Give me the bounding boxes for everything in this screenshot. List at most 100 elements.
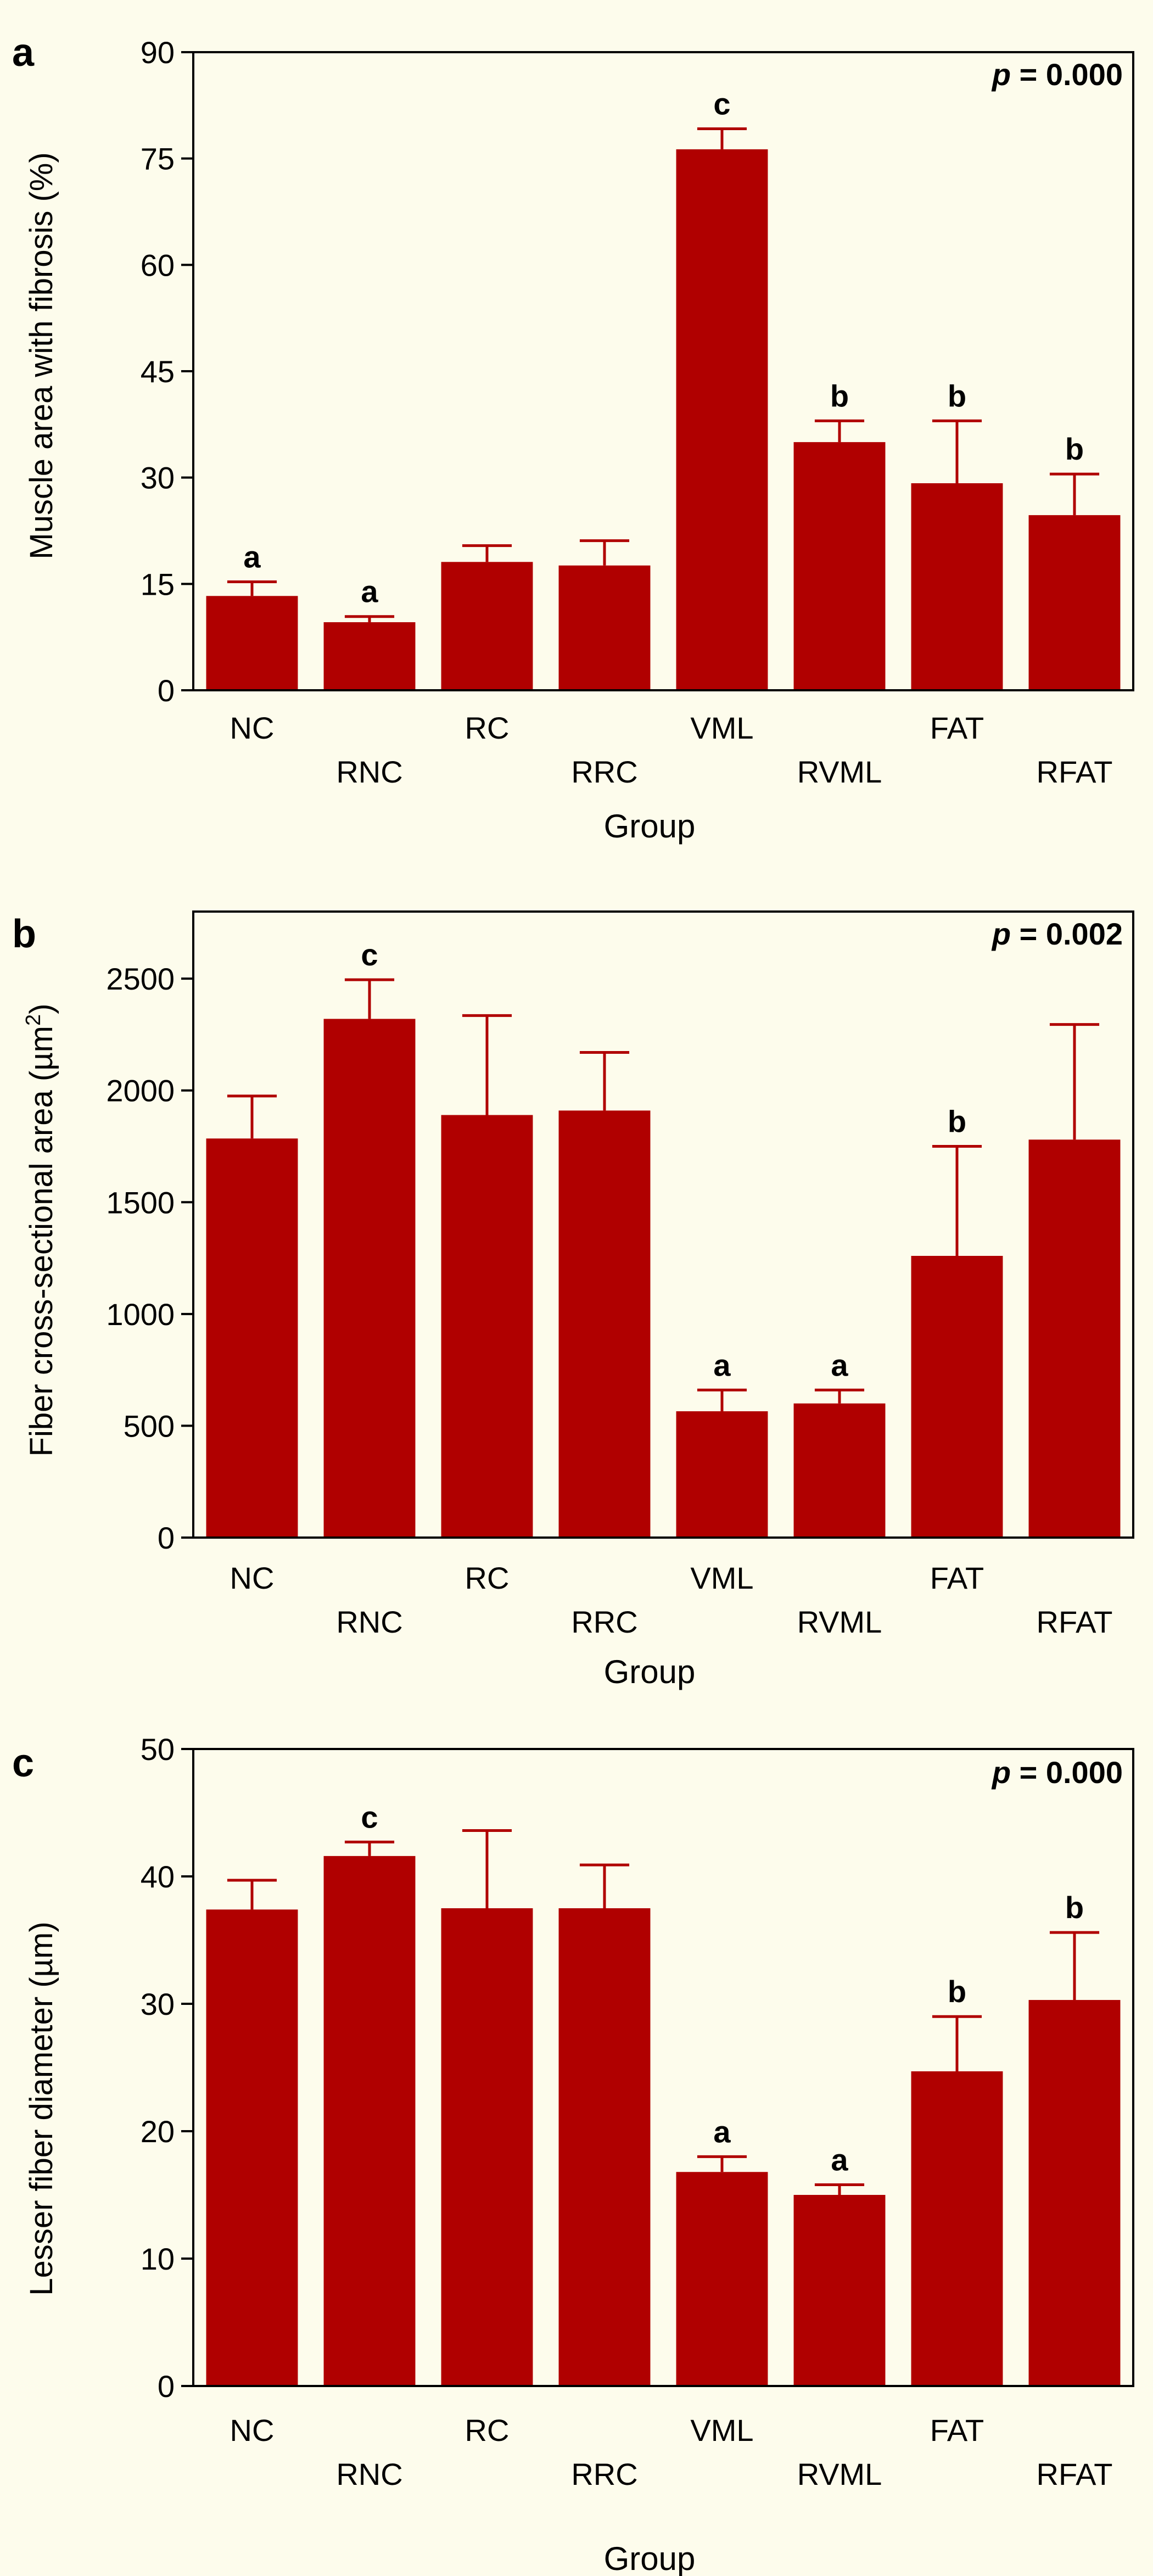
panel-b-x-axis-title: Group <box>604 1653 696 1690</box>
panel-a-significance-letter: b <box>948 378 966 413</box>
panel-b-category-label: FAT <box>930 1561 984 1595</box>
panel-a-category-label: RNC <box>336 755 402 789</box>
panel-a-bar <box>441 562 533 690</box>
panel-c-category-label: RVML <box>797 2457 882 2491</box>
panel-b-bar <box>1028 1139 1121 1538</box>
panel-c-bar <box>793 2195 886 2386</box>
panel-b-bar <box>676 1411 768 1538</box>
panel-b-bar <box>558 1110 651 1538</box>
panel-a-category-label: RC <box>465 711 510 745</box>
panel-c-category-label: FAT <box>930 2413 984 2448</box>
panel-b-y-tick-label: 2000 <box>106 1074 175 1108</box>
panel-a-significance-letter: a <box>361 574 378 609</box>
panel-b-bar <box>441 1115 533 1538</box>
panel-c-y-tick-label: 40 <box>141 1859 175 1894</box>
panel-c-chart: c Lesser fiber diameter (µm) Group p = 0… <box>12 1732 1134 2576</box>
panel-b-category-label: RNC <box>336 1605 402 1639</box>
panel-c-y-tick-label: 50 <box>141 1732 175 1767</box>
panel-b-marks: 0 500 1000 1500 2000 2500 NC c RNC RC RRC a VML a RVML… <box>106 937 1121 1639</box>
panel-b-y-tick-label: 2500 <box>106 962 175 996</box>
panel-b-category-label: VML <box>690 1561 753 1595</box>
panel-b-label: b <box>12 912 36 956</box>
panel-c-y-tick-label: 30 <box>141 1987 175 2021</box>
panel-a-p-value: p = 0.000 <box>991 57 1123 92</box>
panel-a-bar <box>793 442 886 690</box>
panel-b-chart: b Fiber cross-sectional area (µm2) Group… <box>12 910 1134 1690</box>
panel-a-y-tick-label: 45 <box>141 354 175 389</box>
panel-c-label: c <box>12 1741 34 1785</box>
panel-c-p-value: p = 0.000 <box>991 1755 1123 1790</box>
panel-b-y-tick-label: 1000 <box>106 1297 175 1332</box>
panel-a-bar <box>911 483 1003 690</box>
panel-c-x-axis-title: Group <box>604 2540 696 2576</box>
panel-c-significance-letter: b <box>948 1974 966 2009</box>
panel-a-significance-letter: b <box>830 378 849 413</box>
panel-a-significance-letter: c <box>713 86 730 121</box>
panel-c-bar <box>558 1908 651 2386</box>
panel-b-category-label: RC <box>465 1561 510 1595</box>
panel-b-significance-letter: a <box>831 1348 848 1382</box>
panel-b-category-label: RVML <box>797 1605 882 1639</box>
panel-a-p-symbol: p <box>991 57 1011 92</box>
panel-b-category-label: RRC <box>571 1605 637 1639</box>
panel-a-category-label: RRC <box>571 755 637 789</box>
panel-c-category-label: RRC <box>571 2457 637 2491</box>
panel-c-category-label: NC <box>230 2413 275 2448</box>
panel-c-y-axis-title: Lesser fiber diameter (µm) <box>24 1921 59 2295</box>
panel-a-bar <box>676 149 768 691</box>
panel-a-category-label: RVML <box>797 755 882 789</box>
panel-b-category-label: RFAT <box>1037 1605 1113 1639</box>
panel-a-marks: 0 15 30 45 60 75 90 a NC a RNC RC RRC c VML b RVML b FAT b R… <box>141 35 1121 789</box>
panel-c-y-tick-label: 0 <box>158 2369 175 2404</box>
panel-a-y-axis-title: Muscle area with fibrosis (%) <box>24 152 59 559</box>
panel-b-bar <box>911 1256 1003 1538</box>
panel-a-y-tick-label: 15 <box>141 567 175 601</box>
panel-b-y-axis-title-end: ) <box>24 1004 59 1014</box>
panel-a-p-text: = 0.000 <box>1011 57 1123 92</box>
panel-c-p-symbol: p <box>991 1755 1011 1790</box>
panel-a-x-axis-title: Group <box>604 808 696 845</box>
panel-c-p-text: = 0.000 <box>1011 1755 1123 1790</box>
panel-c-significance-letter: a <box>831 2142 848 2177</box>
panel-a-category-label: RFAT <box>1037 755 1113 789</box>
panel-a-chart: a Muscle area with fibrosis (%) Group p … <box>12 31 1134 845</box>
panel-c-bar <box>911 2071 1003 2386</box>
panel-a-bar <box>558 565 651 690</box>
panel-a-label: a <box>12 31 35 75</box>
panel-c-bar <box>676 2172 768 2386</box>
panel-a-bar <box>206 596 298 690</box>
panel-b-y-tick-label: 500 <box>124 1409 175 1443</box>
panel-b-p-text: = 0.002 <box>1011 917 1123 951</box>
panel-c-marks: 0 10 20 30 40 50 NC c RNC RC RRC a VML a RVML b FAT b RFAT <box>141 1732 1121 2491</box>
panel-b-bar <box>323 1019 416 1538</box>
panel-a-y-tick-label: 0 <box>158 673 175 708</box>
panel-b-significance-letter: a <box>713 1348 731 1382</box>
panel-c-category-label: RNC <box>336 2457 402 2491</box>
panel-b-p-symbol: p <box>991 917 1011 951</box>
panel-c-bar <box>206 1909 298 2386</box>
panel-a-significance-letter: a <box>243 539 261 574</box>
panel-b-significance-letter: b <box>948 1104 966 1139</box>
panel-a-y-tick-label: 75 <box>141 142 175 176</box>
panel-a-y-tick-label: 90 <box>141 35 175 70</box>
panel-a-category-label: FAT <box>930 711 984 745</box>
panel-c-y-tick-label: 10 <box>141 2242 175 2276</box>
panel-c-bar <box>1028 2000 1121 2386</box>
panel-b-significance-letter: c <box>361 937 378 972</box>
panel-b-y-axis-title-main: Fiber cross-sectional area (µm <box>24 1026 59 1456</box>
panel-a-y-tick-label: 60 <box>141 248 175 282</box>
panel-b-category-label: NC <box>230 1561 275 1595</box>
panel-c-significance-letter: a <box>713 2114 731 2149</box>
panel-a-bar <box>323 622 416 690</box>
panel-c-category-label: RFAT <box>1037 2457 1113 2491</box>
panel-b-y-axis-title-sup: 2 <box>22 1014 45 1026</box>
panel-b-y-tick-label: 1500 <box>106 1185 175 1220</box>
panel-a-y-tick-label: 30 <box>141 461 175 495</box>
panel-a-plot-frame <box>192 51 1134 691</box>
panel-a-bar <box>1028 515 1121 690</box>
panel-b-y-axis-title: Fiber cross-sectional area (µm2) <box>22 1004 59 1457</box>
panel-a-significance-letter: b <box>1065 432 1084 466</box>
panel-b-plot-frame <box>192 910 1134 1539</box>
panel-b-bar <box>206 1138 298 1538</box>
